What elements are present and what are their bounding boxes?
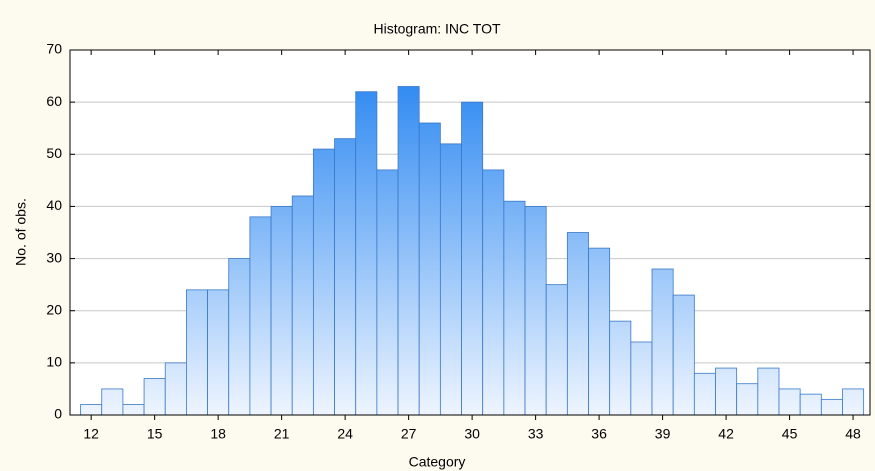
x-tick-label: 21 [274, 426, 290, 442]
bar [630, 341, 653, 416]
bar [820, 398, 843, 416]
bar [397, 86, 420, 416]
bar [842, 388, 865, 416]
y-tick-label: 60 [46, 93, 62, 109]
bar [101, 388, 124, 416]
x-tick-label: 42 [718, 426, 734, 442]
bar [715, 367, 738, 416]
bar [736, 383, 759, 416]
x-tick-label: 24 [337, 426, 353, 442]
bar [799, 393, 822, 416]
bar [418, 122, 441, 416]
bar [228, 258, 251, 416]
bar [524, 206, 547, 416]
bar [291, 195, 314, 416]
x-tick-label: 45 [782, 426, 798, 442]
x-tick-label: 39 [655, 426, 671, 442]
bar [122, 404, 145, 416]
bar [461, 101, 484, 416]
bar [270, 206, 293, 416]
chart-title: Histogram: INC TOT [373, 21, 501, 37]
bar [249, 216, 272, 416]
bar [545, 284, 568, 416]
x-tick-label: 36 [591, 426, 607, 442]
y-tick-label: 0 [54, 406, 62, 422]
y-tick-label: 40 [46, 197, 62, 213]
x-axis-label: Category [409, 454, 466, 470]
bar [693, 372, 716, 416]
x-tick-label: 30 [464, 426, 480, 442]
y-tick-label: 30 [46, 249, 62, 265]
bar [672, 294, 695, 416]
bar [80, 404, 103, 416]
x-tick-label: 48 [845, 426, 861, 442]
x-tick-label: 15 [147, 426, 163, 442]
bar [566, 232, 589, 416]
x-tick-label: 18 [210, 426, 226, 442]
bar [439, 143, 462, 416]
x-tick-label: 12 [83, 426, 99, 442]
bar [334, 138, 357, 416]
bar [588, 247, 611, 416]
bar [164, 362, 187, 416]
bar [143, 378, 166, 416]
bar [376, 169, 399, 416]
bar [757, 367, 780, 416]
bar [778, 388, 801, 416]
bar [651, 268, 674, 416]
y-tick-label: 70 [46, 41, 62, 57]
bar [482, 169, 505, 416]
y-tick-label: 10 [46, 354, 62, 370]
y-axis-label: No. of obs. [13, 198, 29, 266]
bar [312, 148, 335, 416]
bar [503, 200, 526, 416]
x-tick-label: 27 [401, 426, 417, 442]
plot-frame [69, 49, 871, 416]
x-tick-label: 33 [528, 426, 544, 442]
bar [355, 91, 378, 416]
bar [207, 289, 230, 416]
bar [609, 320, 632, 416]
bar [186, 289, 208, 416]
y-tick-label: 50 [46, 145, 62, 161]
y-tick-label: 20 [46, 301, 62, 317]
